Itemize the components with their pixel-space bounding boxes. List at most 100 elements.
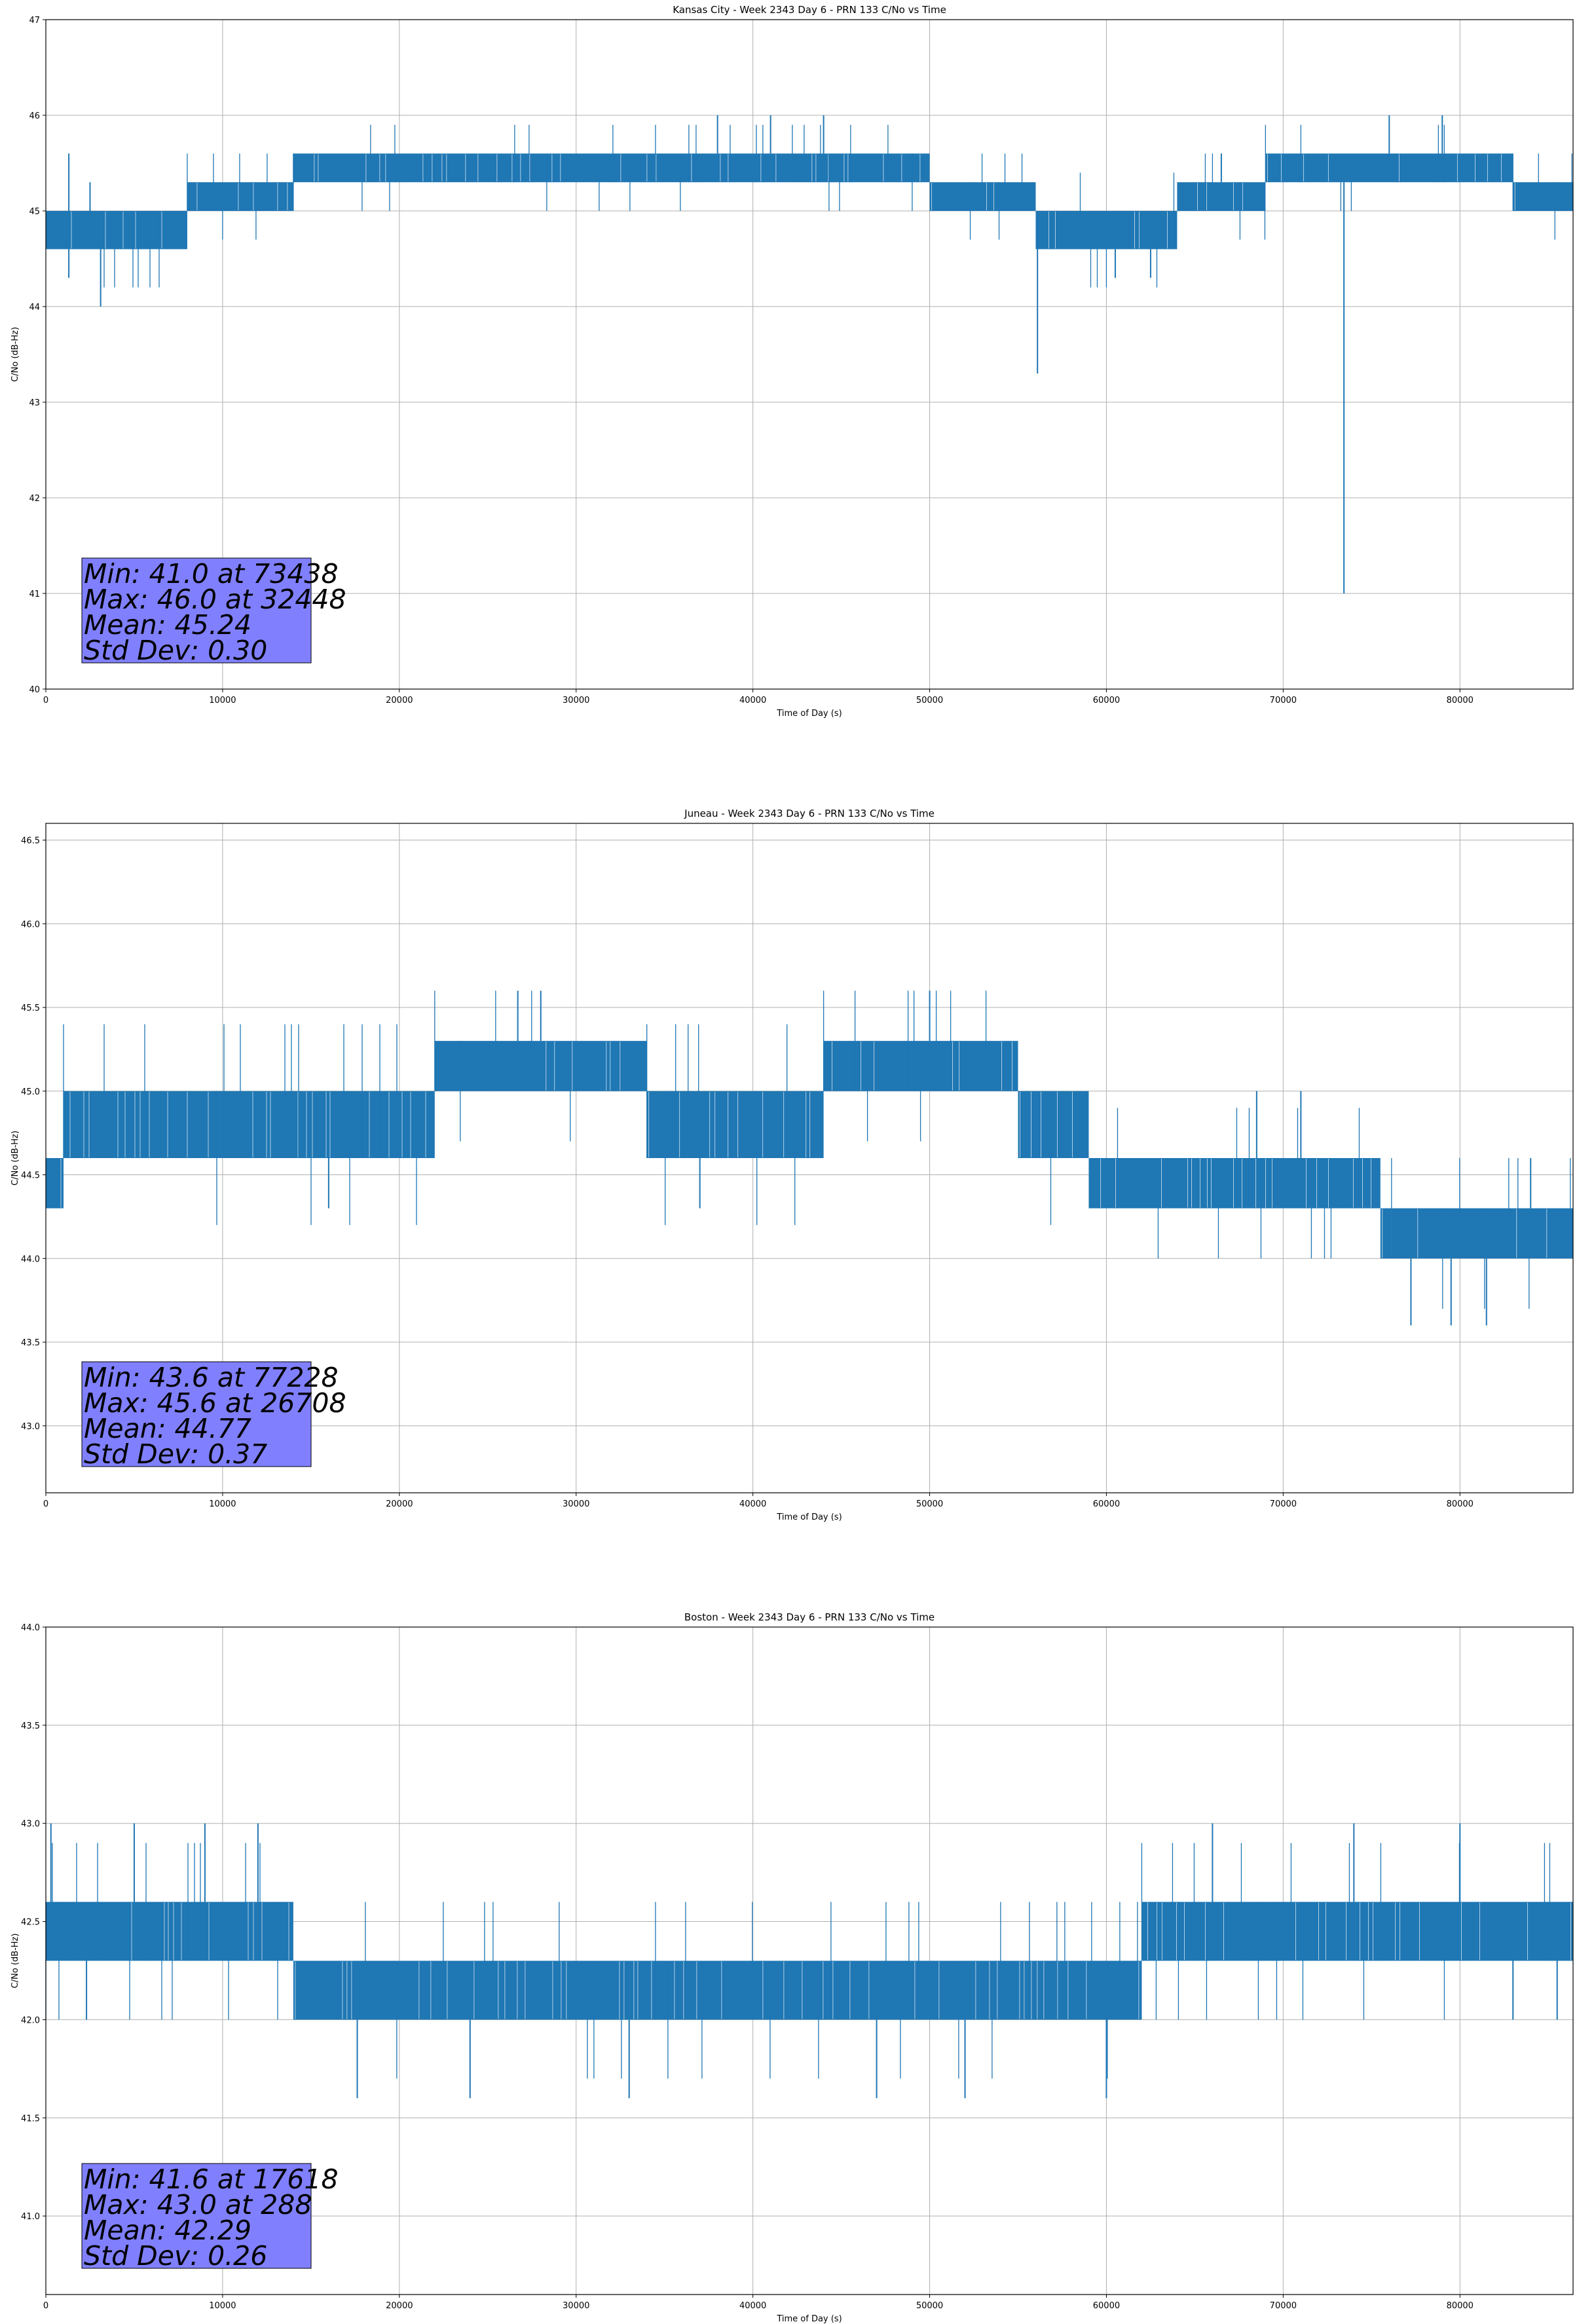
chart-title: Juneau - Week 2343 Day 6 - PRN 133 C/No … (684, 808, 935, 819)
data-band (646, 1091, 824, 1158)
x-axis-label: Time of Day (s) (776, 1512, 842, 1522)
stats-mean: Mean: 44.77 (84, 1413, 251, 1444)
data-band (1513, 182, 1573, 211)
x-tick-label: 50000 (916, 696, 943, 705)
data-band (222, 182, 293, 211)
x-tick-label: 30000 (563, 1499, 589, 1509)
y-tick-label: 43.0 (21, 1422, 40, 1432)
stats-box (81, 2163, 312, 2269)
data-band (1141, 1902, 1573, 1961)
x-tick-label: 0 (43, 1499, 48, 1509)
x-tick-label: 80000 (1447, 1499, 1474, 1509)
x-tick-label: 0 (43, 696, 48, 705)
x-tick-label: 30000 (563, 696, 589, 705)
x-tick-label: 60000 (1093, 1499, 1120, 1509)
y-tick-label: 42.5 (21, 1918, 40, 1928)
y-tick-label: 46 (29, 111, 40, 121)
data-band (1088, 1158, 1381, 1209)
x-tick-label: 70000 (1270, 1499, 1297, 1509)
data-band (293, 153, 930, 183)
y-tick-label: 43.5 (21, 1721, 40, 1731)
y-axis-label: C/No (dB-Hz) (10, 1131, 20, 1186)
chart-panel-1: 0 10000 20000 30000 40000 50000 60000 70000 8000… (10, 808, 1574, 1522)
y-tick-label: 44.0 (21, 1623, 40, 1633)
x-tick-label: 10000 (209, 1499, 236, 1509)
data-band (1018, 1091, 1089, 1158)
y-tick-label: 47 (29, 16, 40, 26)
y-tick-label: 46.5 (21, 836, 40, 846)
stats-std-dev: Std Dev: 0.37 (84, 1438, 267, 1470)
data-band (187, 182, 223, 211)
x-tick-label: 40000 (739, 2301, 766, 2311)
x-tick-label: 70000 (1270, 2301, 1297, 2311)
data-band (929, 182, 1036, 211)
y-tick-label: 40 (29, 685, 40, 695)
y-axis-label: C/No (dB-Hz) (10, 1934, 20, 1989)
x-tick-label: 40000 (739, 696, 766, 705)
data-band (46, 1902, 293, 1961)
stats-min: Min: 41.6 at 17618 (84, 2164, 339, 2195)
stats-std-dev: Std Dev: 0.30 (84, 635, 267, 666)
data-band (1380, 1208, 1573, 1259)
data-band (1177, 182, 1266, 211)
chart-panel-0: 0 10000 20000 30000 40000 50000 60000 70000 8000… (10, 4, 1574, 719)
x-axis-label: Time of Day (s) (776, 709, 842, 719)
y-tick-label: 41 (29, 590, 40, 599)
x-tick-label: 60000 (1093, 696, 1120, 705)
x-tick-label: 0 (43, 2301, 48, 2311)
y-axis-label: C/No (dB-Hz) (10, 327, 20, 382)
x-tick-label: 20000 (386, 1499, 413, 1509)
chart-title: Kansas City - Week 2343 Day 6 - PRN 133 … (673, 4, 946, 16)
data-series (46, 115, 1573, 593)
x-tick-label: 20000 (386, 2301, 413, 2311)
stats-box (81, 1361, 312, 1467)
stats-min: Min: 43.6 at 77228 (84, 1362, 339, 1393)
x-tick-label: 40000 (739, 1499, 766, 1509)
y-tick-label: 46.0 (21, 920, 40, 929)
stats-mean: Mean: 45.24 (84, 609, 251, 641)
data-band (434, 1041, 647, 1091)
y-tick-label: 45 (29, 207, 40, 217)
y-tick-label: 42 (29, 494, 40, 504)
stats-std-dev: Std Dev: 0.26 (84, 2240, 267, 2272)
y-tick-label: 41.0 (21, 2212, 40, 2222)
data-series (46, 990, 1573, 1326)
y-tick-label: 44 (29, 303, 40, 312)
stats-max: Max: 45.6 at 26708 (84, 1387, 346, 1419)
data-band (46, 211, 187, 250)
x-axis-label: Time of Day (s) (776, 2314, 842, 2324)
data-band (63, 1091, 435, 1158)
x-tick-label: 30000 (563, 2301, 589, 2311)
y-tick-label: 44.0 (21, 1254, 40, 1264)
data-series (45, 1823, 1573, 2099)
y-tick-label: 43 (29, 398, 40, 408)
x-tick-label: 60000 (1093, 2301, 1120, 2311)
y-tick-label: 42.0 (21, 2015, 40, 2025)
plot-frame (45, 823, 1574, 1493)
stats-max: Max: 46.0 at 32448 (84, 584, 346, 615)
y-tick-label: 44.5 (21, 1171, 40, 1181)
y-tick-label: 41.5 (21, 2114, 40, 2124)
x-tick-label: 50000 (916, 1499, 943, 1509)
data-band (1265, 153, 1513, 183)
chart-title: Boston - Week 2343 Day 6 - PRN 133 C/No … (684, 1611, 935, 1623)
plot-frame (45, 19, 1574, 690)
x-tick-label: 10000 (209, 2301, 236, 2311)
stats-min: Min: 41.0 at 73438 (84, 558, 339, 590)
plot-frame (45, 1626, 1574, 2295)
data-band (1106, 211, 1178, 250)
x-tick-label: 20000 (386, 696, 413, 705)
data-band (46, 1158, 64, 1209)
y-tick-label: 43.0 (21, 1820, 40, 1829)
x-tick-label: 80000 (1447, 2301, 1474, 2311)
x-tick-label: 80000 (1447, 696, 1474, 705)
x-tick-label: 10000 (209, 696, 236, 705)
x-tick-label: 70000 (1270, 696, 1297, 705)
stats-mean: Mean: 42.29 (84, 2215, 251, 2246)
y-tick-label: 45.0 (21, 1087, 40, 1097)
y-tick-label: 45.5 (21, 1003, 40, 1013)
y-tick-label: 43.5 (21, 1338, 40, 1348)
data-band (1035, 211, 1107, 250)
x-tick-label: 50000 (916, 2301, 943, 2311)
